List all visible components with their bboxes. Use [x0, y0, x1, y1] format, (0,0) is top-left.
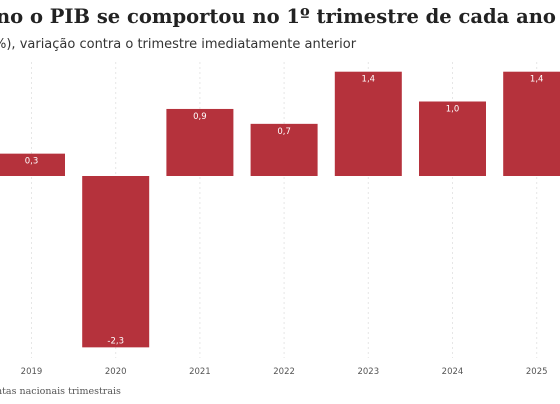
x-tick-2024: 2024	[442, 367, 464, 377]
value-label-2020: -2,3	[107, 336, 124, 346]
bar-2019	[0, 153, 65, 176]
bar-2025	[503, 71, 560, 176]
bar-2024	[419, 101, 486, 176]
value-label-2025: 1,4	[530, 75, 544, 85]
chart-subtitle: %), variação contra o trimestre imediata…	[0, 37, 357, 52]
value-label-2022: 0,7	[277, 127, 291, 137]
x-axis-ticks: 2019 2020 2021 2022 2023 2024 2025	[21, 367, 548, 377]
x-tick-2019: 2019	[21, 367, 43, 377]
value-label-2021: 0,9	[193, 112, 207, 122]
bar-2022	[250, 123, 318, 176]
x-tick-2022: 2022	[273, 367, 295, 377]
source-note: ntas nacionais trimestrais	[0, 386, 121, 397]
value-label-2024: 1,0	[446, 105, 460, 115]
x-tick-2021: 2021	[189, 367, 211, 377]
x-tick-2020: 2020	[105, 367, 127, 377]
bar-2023	[334, 71, 402, 176]
bar-2020	[82, 176, 150, 348]
bar-2021	[166, 108, 234, 176]
chart-title: no o PIB se comportou no 1º trimestre de…	[0, 5, 556, 28]
value-label-2023: 1,4	[362, 75, 376, 85]
x-tick-2025: 2025	[526, 367, 548, 377]
x-tick-2023: 2023	[357, 367, 379, 377]
bars	[0, 71, 560, 348]
value-labels: 0,3 -2,3 0,9 0,7 1,4 1,0 1,4	[25, 75, 544, 347]
value-label-2019: 0,3	[25, 157, 39, 167]
